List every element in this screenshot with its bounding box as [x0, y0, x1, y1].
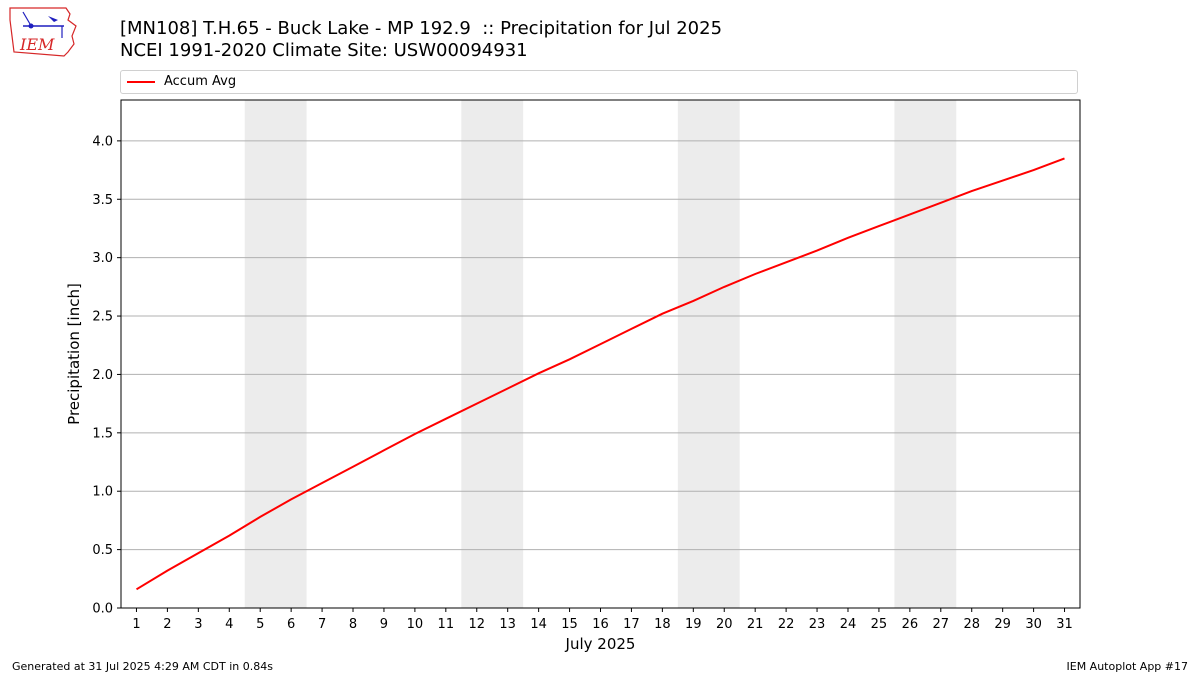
- y-tick-label: 2.0: [92, 368, 113, 383]
- weekend-band-1: [244, 100, 307, 608]
- data-point: [630, 328, 632, 330]
- data-point: [135, 588, 137, 590]
- data-point: [971, 190, 973, 192]
- x-tick-label: 12: [468, 617, 485, 632]
- data-point: [259, 516, 261, 518]
- x-tick-label: 8: [349, 617, 357, 632]
- x-tick-label: 24: [840, 617, 857, 632]
- x-tick-label: 2: [163, 617, 171, 632]
- data-point: [785, 261, 787, 263]
- data-point: [321, 482, 323, 484]
- weekend-band-3: [677, 100, 740, 608]
- x-tick-label: 14: [530, 617, 547, 632]
- x-tick-label: 13: [499, 617, 516, 632]
- data-point: [166, 569, 168, 571]
- x-tick-label: 16: [592, 617, 609, 632]
- legend-swatch-accum-avg: [127, 81, 155, 83]
- y-tick-label: 3.5: [92, 193, 113, 208]
- weekend-band-2: [461, 100, 524, 608]
- data-point: [847, 237, 849, 239]
- data-point: [723, 286, 725, 288]
- x-tick-label: 29: [994, 617, 1011, 632]
- data-point: [197, 552, 199, 554]
- data-point: [692, 300, 694, 302]
- x-tick-label: 11: [438, 617, 455, 632]
- data-point: [909, 213, 911, 215]
- x-tick-label: 6: [287, 617, 295, 632]
- x-tick-label: 31: [1056, 617, 1073, 632]
- data-point: [940, 202, 942, 204]
- data-point: [414, 433, 416, 435]
- chart-title: [MN108] T.H.65 - Buck Lake - MP 192.9 ::…: [120, 18, 723, 39]
- data-point: [383, 449, 385, 451]
- generated-timestamp: Generated at 31 Jul 2025 4:29 AM CDT in …: [12, 660, 273, 673]
- data-point: [290, 498, 292, 500]
- y-tick-label: 0.5: [92, 543, 113, 558]
- x-tick-label: 15: [561, 617, 578, 632]
- y-tick-label: 1.5: [92, 426, 113, 441]
- weekend-band-4: [894, 100, 957, 608]
- data-point: [228, 534, 230, 536]
- series-line-accum-avg: [135, 157, 1065, 591]
- x-tick-label: 26: [902, 617, 919, 632]
- data-point: [661, 313, 663, 315]
- y-tick-label: 0.0: [92, 602, 113, 617]
- x-axis-label: July 2025: [565, 635, 636, 653]
- data-point: [1063, 157, 1065, 159]
- x-tick-label: 25: [871, 617, 888, 632]
- iowa-outline-icon: [9, 7, 77, 57]
- data-point: [1032, 169, 1034, 171]
- x-tick-label: 30: [1025, 617, 1042, 632]
- legend: Accum Avg: [120, 70, 1078, 94]
- chart-subtitle: NCEI 1991-2020 Climate Site: USW00094931: [120, 40, 528, 61]
- data-point: [568, 358, 570, 360]
- x-tick-label: 22: [778, 617, 795, 632]
- x-tick-label: 10: [407, 617, 424, 632]
- y-tick-label: 3.0: [92, 251, 113, 266]
- x-tick-label: 4: [225, 617, 233, 632]
- data-point: [506, 387, 508, 389]
- y-axis-label: Precipitation [inch]: [65, 283, 83, 425]
- x-tick-label: 7: [318, 617, 326, 632]
- data-point: [445, 418, 447, 420]
- y-tick-label: 2.5: [92, 310, 113, 325]
- x-tick-label: 18: [654, 617, 671, 632]
- data-point: [476, 402, 478, 404]
- x-tick-label: 23: [809, 617, 826, 632]
- x-tick-label: 28: [963, 617, 980, 632]
- data-point: [754, 273, 756, 275]
- x-tick-label: 21: [747, 617, 764, 632]
- data-point: [599, 343, 601, 345]
- plot-frame: [120, 99, 1081, 609]
- app-attribution: IEM Autoplot App #17: [1066, 660, 1189, 673]
- data-point: [1001, 179, 1003, 181]
- x-tick-label: 19: [685, 617, 702, 632]
- iem-logo: IEM: [8, 6, 80, 58]
- y-tick-label: 4.0: [92, 134, 113, 149]
- x-tick-label: 9: [380, 617, 388, 632]
- legend-label-accum-avg: Accum Avg: [164, 74, 237, 89]
- data-point: [878, 225, 880, 227]
- data-point: [352, 465, 354, 467]
- x-tick-label: 27: [933, 617, 950, 632]
- x-tick-label: 1: [132, 617, 140, 632]
- x-tick-label: 3: [194, 617, 202, 632]
- x-tick-label: 20: [716, 617, 733, 632]
- y-tick-label: 1.0: [92, 485, 113, 500]
- logo-text: IEM: [19, 35, 55, 54]
- data-point: [537, 372, 539, 374]
- x-tick-label: 5: [256, 617, 264, 632]
- data-point: [816, 249, 818, 251]
- x-tick-label: 17: [623, 617, 640, 632]
